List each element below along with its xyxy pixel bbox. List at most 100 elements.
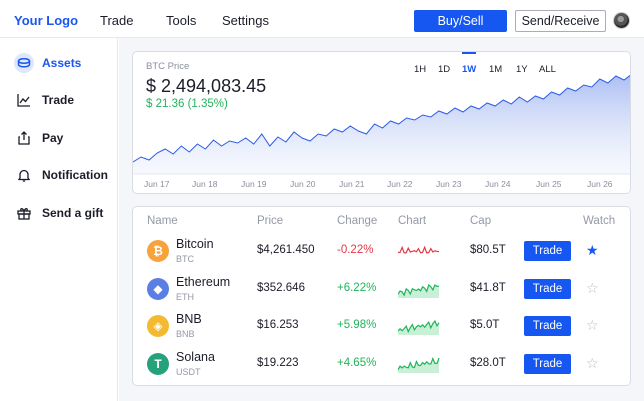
date-tick: Jun 22 (387, 179, 413, 189)
coin-glyph: T (154, 356, 162, 371)
avatar[interactable] (613, 12, 630, 29)
watch-star-icon[interactable]: ☆ (586, 354, 599, 371)
trade-button[interactable]: Trade (524, 241, 571, 261)
range-tab-1h[interactable]: 1H (414, 64, 427, 75)
sparkline-up (398, 319, 440, 335)
send-receive-button[interactable]: Send/Receive (515, 10, 606, 32)
top-header: Your Logo Trade Tools Settings Buy/Sell … (0, 0, 644, 38)
chart-label: BTC Price (146, 61, 190, 72)
watch-star-icon[interactable]: ☆ (586, 279, 599, 296)
table-row[interactable]: ◆ Ethereum ETH $352.646 +6.22% $41.8T Trade ☆ (133, 271, 632, 308)
sidebar-item-label: Trade (42, 93, 75, 107)
range-tab-1m[interactable]: 1M (489, 64, 503, 75)
coin-price: $19.223 (257, 356, 299, 369)
coin-price: $4,261.450 (257, 244, 315, 256)
price-area (133, 75, 630, 174)
table-row[interactable]: ◈ BNB BNB $16.253 +5.98% $5.0T Trade ☆ (133, 308, 632, 345)
coin-name: Solana (176, 349, 215, 364)
column-header-name[interactable]: Name (147, 215, 178, 227)
date-tick: Jun 19 (241, 179, 267, 189)
coin-stack-icon (17, 57, 31, 68)
btc-price-chart (133, 74, 630, 175)
sidebar-item-label: Pay (42, 131, 64, 145)
coin-cap: $41.8T (470, 281, 506, 294)
coin-change: +5.98% (337, 319, 377, 331)
coin-glyph: ₿ (153, 244, 163, 258)
logo[interactable]: Your Logo (14, 13, 79, 28)
date-tick: Jun 24 (485, 179, 511, 189)
coin-symbol: ETH (176, 291, 194, 302)
coin-cap: $5.0T (470, 319, 500, 331)
range-tab-1w[interactable]: 1W (462, 64, 477, 75)
coin-logo-icon: T (147, 352, 169, 375)
nav-settings[interactable]: Settings (222, 13, 269, 28)
coin-price: $16.253 (257, 319, 299, 331)
coin-name: Bitcoin (176, 237, 214, 251)
table-row[interactable]: T Solana USDT $19.223 +4.65% $28.0T Trade ☆ (133, 346, 632, 383)
coin-glyph: ◆ (153, 281, 163, 296)
coin-symbol: USDT (176, 366, 201, 377)
coin-price: $352.646 (257, 281, 305, 294)
trade-button[interactable]: Trade (524, 353, 571, 374)
btc-price-card: BTC Price $ 2,494,083.45 $ 21.36 (1.35%)… (132, 51, 631, 194)
coin-symbol: BTC (176, 254, 194, 264)
date-tick: Jun 20 (290, 179, 316, 189)
sidebar-item-label: Assets (42, 56, 82, 70)
buy-sell-button[interactable]: Buy/Sell (414, 10, 507, 32)
sparkline-up (398, 356, 440, 373)
sidebar-item-pay[interactable]: Pay (0, 124, 118, 152)
date-tick: Jun 23 (436, 179, 462, 189)
column-header-price[interactable]: Price (257, 215, 284, 227)
share-upload-icon (18, 131, 30, 145)
date-tick: Jun 18 (192, 179, 218, 189)
trend-chart-icon (17, 94, 30, 107)
column-header-change[interactable]: Change (337, 215, 378, 227)
range-tab-1y[interactable]: 1Y (516, 64, 528, 75)
main-content: BTC Price $ 2,494,083.45 $ 21.36 (1.35%)… (119, 38, 644, 401)
sidebar: Assets Trade Pay Notification Send a gif… (0, 38, 118, 401)
sidebar-item-label: Notification (42, 168, 108, 182)
range-active-indicator (462, 52, 476, 54)
coin-change: +4.65% (337, 356, 377, 369)
btc-price-value: $ 2,494,083.45 (146, 76, 267, 96)
gift-icon (17, 208, 31, 220)
price-line (133, 74, 630, 163)
column-header-watch: Watch (583, 215, 616, 227)
coin-name: BNB (176, 312, 202, 326)
coin-cap: $28.0T (470, 356, 506, 369)
sparkline-down (398, 245, 440, 254)
sidebar-item-assets[interactable]: Assets (0, 49, 118, 77)
watch-star-icon[interactable]: ★ (586, 242, 599, 258)
date-tick: Jun 25 (536, 179, 562, 189)
assets-table: Name Price Change Chart Cap Watch ₿ Bitco… (132, 206, 631, 386)
coin-glyph: ◈ (153, 319, 163, 333)
coin-name: Ethereum (176, 274, 231, 289)
table-row[interactable]: ₿ Bitcoin BTC $4,261.450 -0.22% $80.5T Trade ★ (133, 233, 632, 270)
nav-tools[interactable]: Tools (166, 13, 197, 28)
coin-logo-icon: ₿ (147, 240, 169, 262)
sidebar-item-label: Send a gift (42, 206, 104, 220)
date-tick: Jun 26 (587, 179, 613, 189)
sidebar-item-trade[interactable]: Trade (0, 86, 118, 114)
btc-price-change: $ 21.36 (1.35%) (146, 98, 228, 110)
coin-cap: $80.5T (470, 244, 506, 256)
coin-change: -0.22% (337, 244, 374, 256)
column-header-chart: Chart (398, 215, 427, 227)
coin-symbol: BNB (176, 329, 195, 339)
trade-button[interactable]: Trade (524, 316, 571, 336)
date-tick: Jun 21 (339, 179, 365, 189)
coin-logo-icon: ◆ (147, 277, 169, 300)
range-tab-all[interactable]: ALL (539, 64, 556, 75)
coin-change: +6.22% (337, 281, 377, 294)
watch-star-icon[interactable]: ☆ (586, 317, 599, 333)
date-tick: Jun 17 (144, 179, 170, 189)
nav-trade[interactable]: Trade (100, 13, 134, 28)
range-tab-1d[interactable]: 1D (438, 64, 451, 75)
trade-button[interactable]: Trade (524, 278, 571, 299)
sparkline-up (398, 283, 440, 298)
bell-icon (17, 169, 31, 182)
column-header-cap[interactable]: Cap (470, 215, 492, 227)
coin-logo-icon: ◈ (147, 315, 169, 337)
sidebar-item-send-a-gift[interactable]: Send a gift (0, 199, 118, 227)
sidebar-item-notification[interactable]: Notification (0, 161, 118, 189)
